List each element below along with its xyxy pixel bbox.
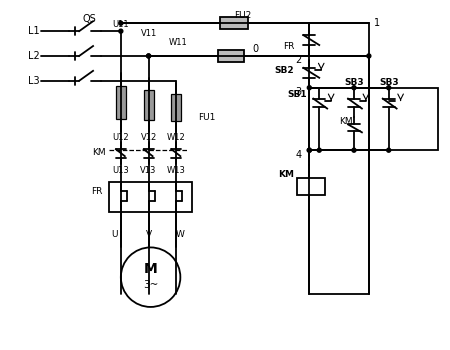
Text: U11: U11 — [112, 20, 129, 29]
Text: W13: W13 — [167, 166, 186, 175]
Circle shape — [307, 148, 311, 152]
Circle shape — [147, 54, 151, 58]
Circle shape — [367, 54, 371, 58]
Text: 0: 0 — [253, 44, 259, 54]
Text: 2: 2 — [295, 55, 302, 65]
Bar — [220, 17, 248, 29]
Text: V12: V12 — [140, 133, 157, 142]
Circle shape — [387, 148, 391, 152]
Text: U12: U12 — [112, 133, 129, 142]
Bar — [171, 94, 181, 121]
Text: 1: 1 — [374, 18, 380, 28]
Text: U13: U13 — [112, 166, 129, 175]
Text: V13: V13 — [140, 166, 157, 175]
Text: U: U — [112, 230, 118, 239]
Text: KM: KM — [339, 117, 353, 126]
Text: SB1: SB1 — [288, 90, 307, 99]
Text: FU1: FU1 — [198, 113, 216, 122]
Text: L2: L2 — [28, 51, 40, 61]
Text: SB3: SB3 — [344, 78, 364, 87]
Circle shape — [352, 148, 356, 152]
Text: KM: KM — [279, 170, 294, 180]
Text: FR: FR — [283, 42, 294, 50]
Text: FU2: FU2 — [234, 11, 252, 20]
Circle shape — [119, 29, 123, 33]
Text: 4: 4 — [295, 150, 302, 160]
Text: V: V — [145, 230, 152, 239]
Bar — [297, 178, 325, 195]
Bar — [109, 182, 192, 212]
Circle shape — [147, 54, 151, 58]
Bar — [116, 86, 126, 119]
Circle shape — [317, 148, 321, 152]
Text: 3~: 3~ — [143, 280, 158, 290]
Bar — [144, 90, 153, 120]
Bar — [309, 88, 438, 150]
Circle shape — [352, 86, 356, 90]
Text: SB2: SB2 — [275, 66, 294, 75]
Text: V11: V11 — [140, 29, 157, 38]
Text: L1: L1 — [28, 26, 40, 36]
Text: W: W — [176, 230, 185, 239]
Text: W11: W11 — [169, 37, 188, 47]
Text: 3: 3 — [295, 87, 302, 97]
Text: QS: QS — [82, 14, 96, 24]
Text: FR: FR — [91, 187, 103, 196]
Circle shape — [119, 21, 123, 25]
Circle shape — [307, 148, 311, 152]
Text: KM: KM — [92, 148, 106, 157]
Circle shape — [307, 86, 311, 90]
Text: L3: L3 — [28, 76, 40, 86]
Circle shape — [387, 86, 391, 90]
Text: SB3: SB3 — [379, 78, 399, 87]
Text: W12: W12 — [167, 133, 186, 142]
Bar — [218, 50, 244, 62]
Text: M: M — [144, 262, 158, 276]
